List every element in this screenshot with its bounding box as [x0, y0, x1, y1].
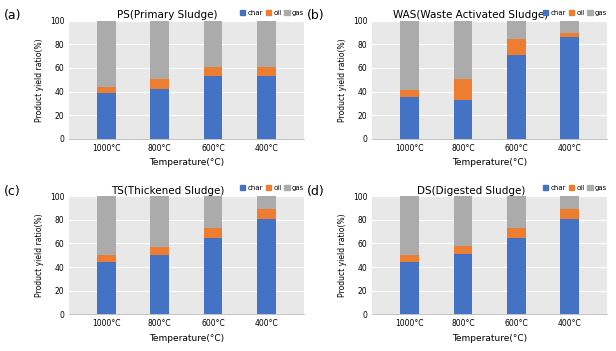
Bar: [560, 33, 579, 37]
X-axis label: Temperature(°C): Temperature(°C): [452, 334, 527, 343]
Bar: [400, 255, 419, 262]
Text: (c): (c): [4, 185, 20, 198]
Bar: [400, 196, 419, 255]
Bar: [560, 196, 579, 209]
Bar: [507, 228, 525, 238]
Bar: [453, 79, 472, 100]
Bar: [150, 21, 169, 79]
Text: (b): (b): [307, 9, 324, 22]
Bar: [507, 238, 525, 314]
Bar: [150, 196, 169, 247]
Bar: [257, 21, 276, 67]
Y-axis label: Product yield ratio(%): Product yield ratio(%): [35, 213, 44, 297]
X-axis label: Temperature(°C): Temperature(°C): [149, 158, 224, 167]
Bar: [150, 79, 169, 89]
Bar: [257, 219, 276, 314]
Bar: [400, 21, 419, 91]
Bar: [453, 246, 472, 254]
X-axis label: Temperature(°C): Temperature(°C): [149, 334, 224, 343]
Bar: [400, 98, 419, 139]
X-axis label: Temperature(°C): Temperature(°C): [452, 158, 527, 167]
Bar: [204, 67, 222, 76]
Bar: [150, 247, 169, 255]
Bar: [257, 67, 276, 76]
Legend: char, oil, gas: char, oil, gas: [542, 9, 608, 16]
Bar: [560, 219, 579, 314]
Y-axis label: Product yield ratio(%): Product yield ratio(%): [338, 38, 347, 121]
Bar: [560, 209, 579, 219]
Title: DS(Digested Sludge): DS(Digested Sludge): [416, 186, 525, 196]
Bar: [204, 196, 222, 228]
Text: (d): (d): [307, 185, 324, 198]
Bar: [97, 255, 116, 262]
Y-axis label: Product yield ratio(%): Product yield ratio(%): [35, 38, 44, 121]
Y-axis label: Product yield ratio(%): Product yield ratio(%): [338, 213, 347, 297]
Bar: [257, 76, 276, 139]
Bar: [257, 209, 276, 219]
Bar: [204, 21, 222, 67]
Bar: [560, 37, 579, 139]
Text: (a): (a): [4, 9, 21, 22]
Bar: [453, 254, 472, 314]
Bar: [150, 89, 169, 139]
Bar: [400, 262, 419, 314]
Bar: [204, 238, 222, 314]
Title: PS(Primary Sludge): PS(Primary Sludge): [118, 10, 218, 20]
Bar: [257, 196, 276, 209]
Bar: [97, 87, 116, 93]
Bar: [507, 39, 525, 55]
Legend: char, oil, gas: char, oil, gas: [239, 9, 305, 16]
Bar: [204, 76, 222, 139]
Bar: [453, 196, 472, 246]
Title: TS(Thickened Sludge): TS(Thickened Sludge): [111, 186, 224, 196]
Bar: [507, 21, 525, 39]
Bar: [97, 196, 116, 255]
Legend: char, oil, gas: char, oil, gas: [542, 185, 608, 192]
Bar: [453, 100, 472, 139]
Bar: [507, 196, 525, 228]
Bar: [97, 262, 116, 314]
Bar: [400, 91, 419, 98]
Bar: [97, 93, 116, 139]
Legend: char, oil, gas: char, oil, gas: [239, 185, 305, 192]
Bar: [97, 21, 116, 87]
Bar: [507, 55, 525, 139]
Bar: [150, 255, 169, 314]
Bar: [453, 21, 472, 79]
Bar: [204, 228, 222, 238]
Bar: [560, 21, 579, 33]
Title: WAS(Waste Activated Sludge): WAS(Waste Activated Sludge): [393, 10, 548, 20]
